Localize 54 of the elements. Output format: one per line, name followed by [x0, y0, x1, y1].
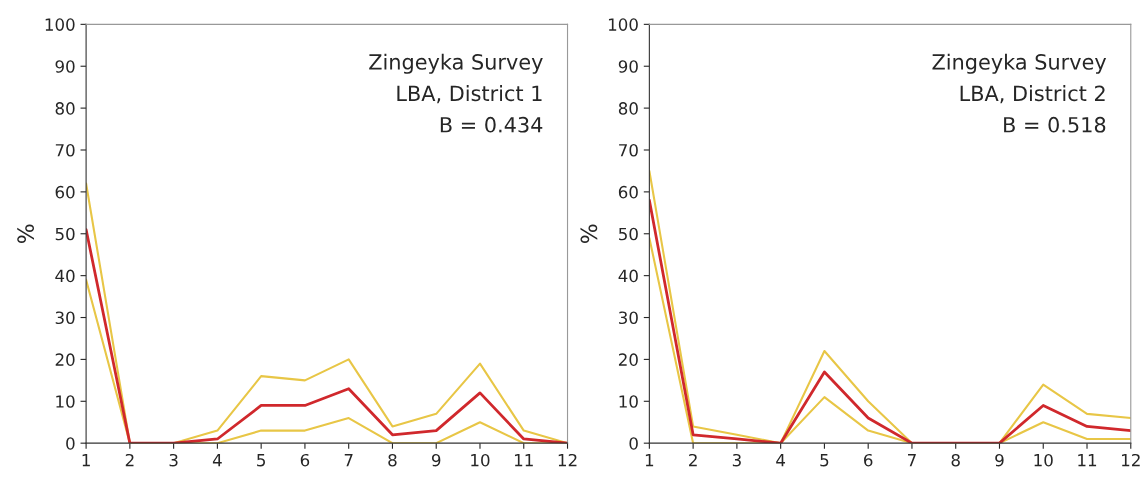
x-tick-label: 1 [82, 454, 90, 467]
x-tick-label: 11 [514, 454, 533, 467]
y-tick-label: 80 [618, 102, 638, 115]
annotation: Zingeyka Survey [369, 53, 543, 74]
annotation: LBA, District 2 [960, 85, 1105, 104]
y-tick-label: 30 [619, 311, 638, 325]
x-tick-label: 3 [732, 453, 741, 467]
x-tick-label: 12 [1122, 453, 1140, 467]
y-tick-label: 50 [619, 227, 638, 241]
x-tick-label: 2 [689, 453, 697, 467]
y-tick-label: 90 [55, 60, 75, 73]
y-tick-label: 10 [619, 395, 638, 408]
y-tick-label: 30 [55, 311, 75, 325]
x-tick-label: 6 [300, 453, 310, 467]
x-tick-label: 9 [431, 453, 441, 467]
y-tick-label: 40 [618, 269, 638, 283]
x-tick-label: 6 [864, 453, 873, 467]
y-tick-label: 80 [55, 102, 75, 115]
y-tick-label: 0 [629, 437, 638, 450]
x-tick-label: 8 [388, 453, 397, 467]
y-tick-label: 20 [618, 353, 638, 366]
y-tick-label: 60 [55, 185, 75, 199]
y-axis-title: % [17, 224, 35, 244]
y-tick-label: 40 [55, 269, 75, 283]
x-tick-label: 9 [995, 453, 1004, 467]
y-tick-label: 70 [55, 143, 75, 157]
y-tick-label: 50 [55, 227, 75, 241]
x-tick-label: 10 [471, 453, 490, 467]
x-tick-label: 10 [1034, 453, 1053, 467]
y-tick-label: 70 [619, 143, 638, 157]
x-tick-label: 4 [776, 454, 786, 467]
y-tick-label: 60 [618, 185, 638, 199]
annotation: B = 0.518 [1004, 116, 1106, 133]
x-tick-label: 5 [257, 454, 266, 467]
x-tick-label: 1 [645, 454, 654, 467]
annotation: B = 0.434 [440, 116, 543, 133]
x-tick-label: 4 [212, 454, 222, 467]
y-tick-label: 100 [45, 18, 75, 31]
y-tick-label: 90 [618, 60, 638, 73]
y-tick-label: 0 [66, 437, 75, 450]
annotation: LBA, District 1 [397, 85, 542, 104]
x-tick-label: 2 [125, 453, 134, 467]
x-tick-label: 11 [1078, 454, 1097, 467]
annotation: Zingeyka Survey [932, 53, 1107, 74]
x-tick-label: 3 [169, 453, 178, 467]
x-tick-label: 7 [344, 454, 353, 467]
x-tick-label: 12 [558, 453, 577, 467]
x-tick-label: 5 [820, 454, 829, 467]
y-tick-label: 10 [56, 395, 75, 408]
y-tick-label: 100 [608, 18, 638, 31]
x-tick-label: 7 [908, 454, 916, 467]
y-tick-label: 20 [55, 353, 75, 366]
y-axis-title: % [580, 224, 598, 244]
x-tick-label: 8 [951, 453, 960, 467]
